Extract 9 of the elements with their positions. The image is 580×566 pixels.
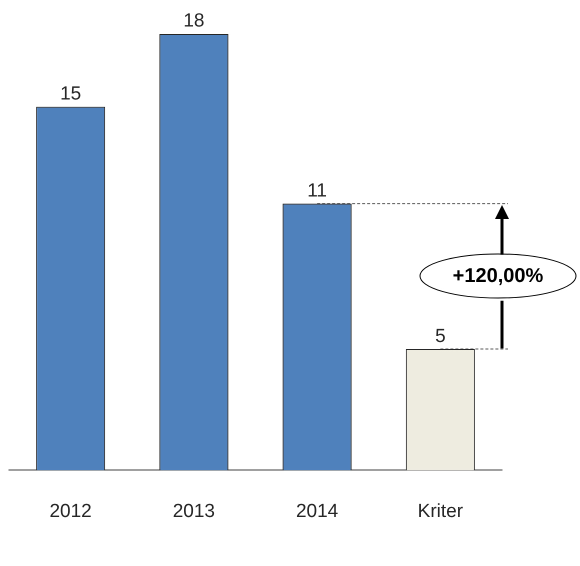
annotation: +120,00% bbox=[452, 264, 544, 288]
data-label: 18 bbox=[183, 10, 204, 32]
x-tick-label: 2012 bbox=[49, 500, 92, 522]
x-tick-label: Kriter bbox=[418, 500, 464, 522]
data-label: 15 bbox=[60, 83, 82, 104]
x-tick-label: 2014 bbox=[296, 500, 339, 522]
data-label: 11 bbox=[307, 180, 327, 202]
x-tick-label: 2013 bbox=[172, 500, 216, 522]
data-label: 5 bbox=[435, 326, 446, 347]
